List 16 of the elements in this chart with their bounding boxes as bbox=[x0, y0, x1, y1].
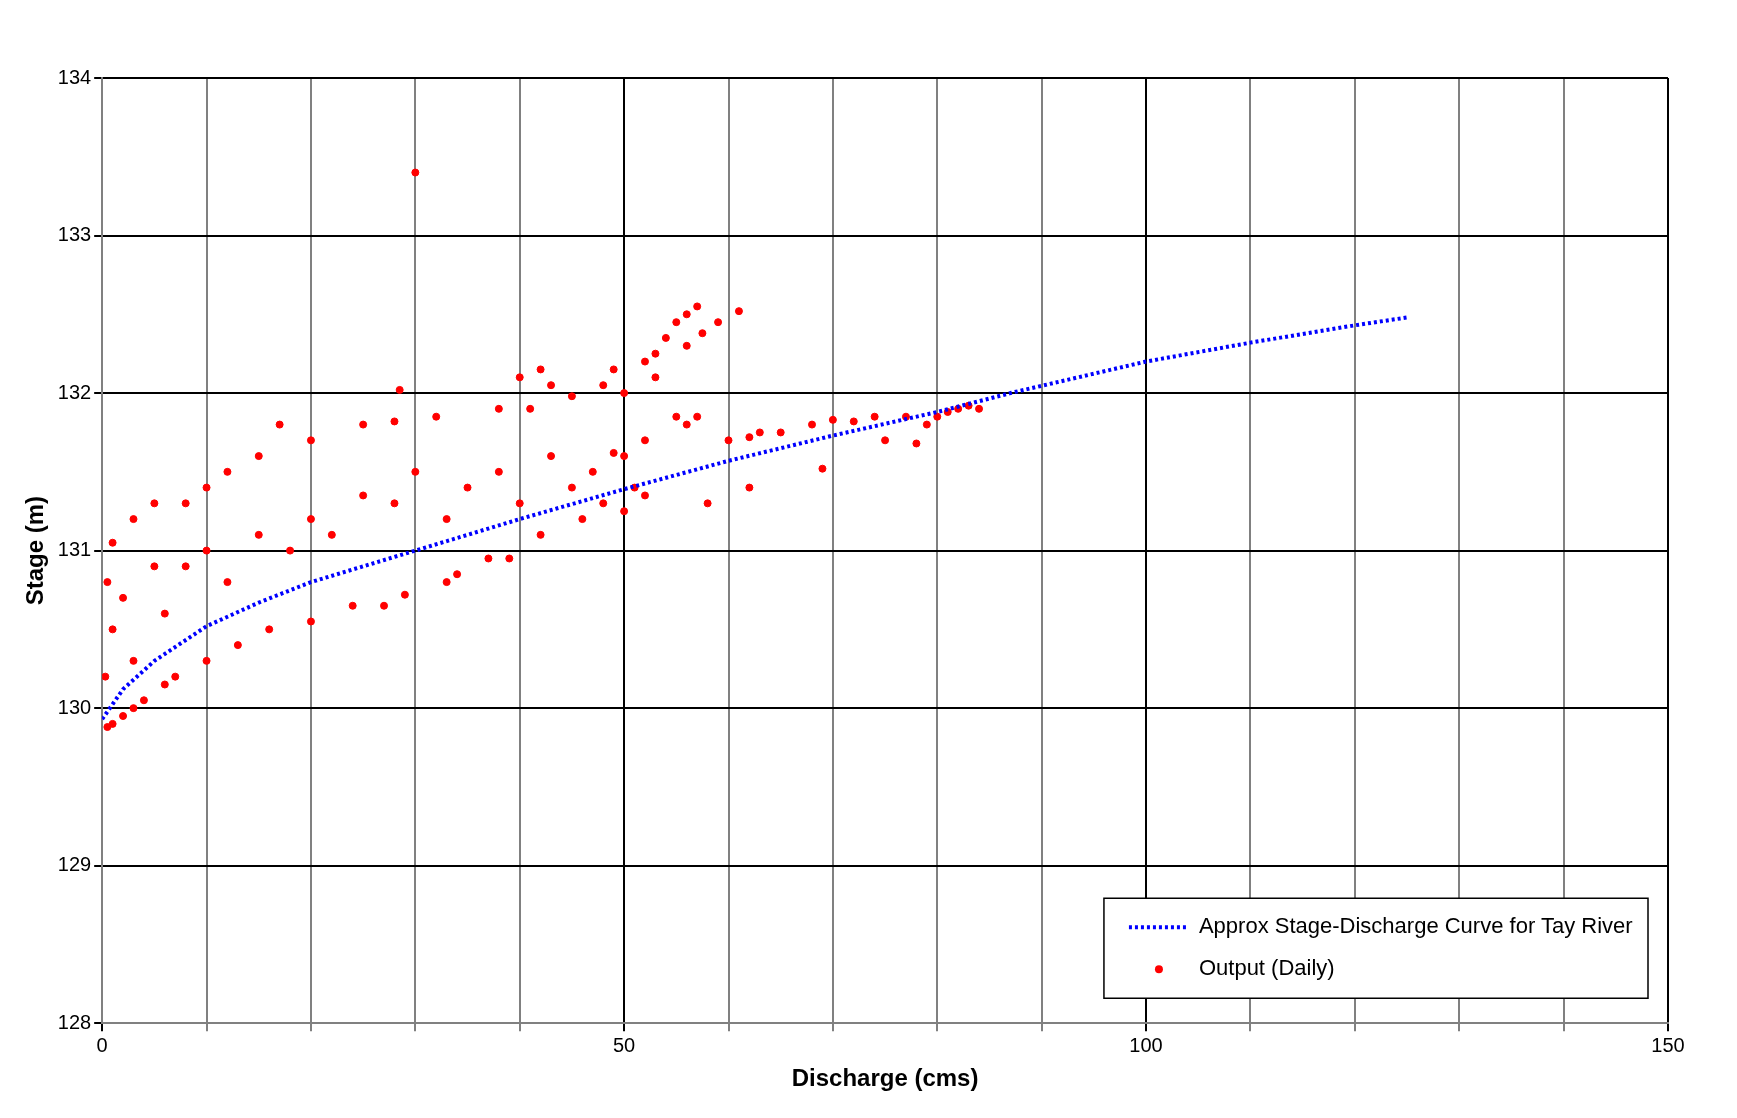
legend-label: Approx Stage-Discharge Curve for Tay River bbox=[1198, 913, 1633, 939]
y-axis-title: Stage (m) bbox=[21, 495, 49, 606]
x-axis-title: Discharge (cms) bbox=[791, 1064, 979, 1092]
y-tick-label: 131 bbox=[57, 538, 92, 561]
x-tick-label: 50 bbox=[612, 1033, 636, 1056]
x-tick-label: 150 bbox=[1651, 1033, 1685, 1056]
y-tick-label: 128 bbox=[57, 1010, 92, 1033]
line-series bbox=[102, 315, 1410, 722]
y-tick-label: 130 bbox=[57, 695, 92, 718]
x-tick-label: 100 bbox=[1129, 1033, 1163, 1056]
y-tick-label: 134 bbox=[57, 65, 92, 88]
y-tick-label: 132 bbox=[57, 380, 92, 403]
y-tick-label: 133 bbox=[57, 223, 92, 246]
x-tick-label: 0 bbox=[96, 1033, 108, 1056]
y-tick-label: 129 bbox=[57, 853, 92, 876]
legend-label: Output (Daily) bbox=[1198, 955, 1335, 981]
